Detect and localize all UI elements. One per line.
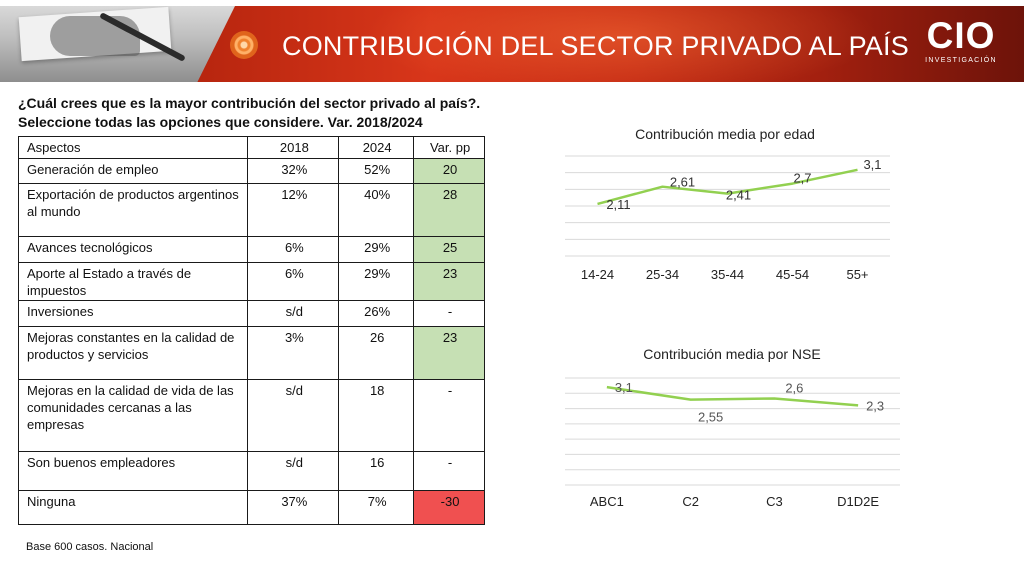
chart-x-ticks: ABC1 C2 C3 D1D2E	[590, 494, 880, 509]
data-label: 2,61	[670, 175, 695, 190]
chart-nse: Contribución media por NSE 3,1 2,55 2,6 2,3…	[565, 346, 900, 509]
value-2018: s/d	[247, 300, 340, 327]
variation-cell: -	[413, 451, 485, 491]
header-banner: CONTRIBUCIÓN DEL SECTOR PRIVADO AL PAÍS …	[0, 6, 1024, 82]
aspect-cell: Inversiones	[17, 300, 249, 327]
photo-hand	[50, 16, 140, 56]
aspect-cell: Exportación de productos argentinos al m…	[17, 183, 249, 237]
chart-title: Contribución media por edad	[635, 126, 815, 142]
chart-title: Contribución media por NSE	[643, 346, 820, 362]
x-tick-label: D1D2E	[837, 494, 879, 509]
question-line-2: Seleccione todas las opciones que consid…	[18, 114, 423, 130]
variation-cell: -30	[413, 490, 485, 525]
table-row: Mejoras en la calidad de vida de las com…	[17, 379, 485, 452]
value-2018: s/d	[247, 379, 340, 452]
chart-grid	[565, 155, 890, 257]
data-label: 3,1	[863, 157, 881, 172]
header-2024: 2024	[338, 136, 415, 159]
swirl-logo-icon	[230, 31, 258, 59]
value-2024: 16	[338, 451, 415, 491]
value-2018: 6%	[247, 262, 340, 301]
table-row: Avances tecnológicos 6% 29% 25	[17, 236, 485, 263]
variation-cell: 23	[413, 326, 485, 380]
value-2018: 3%	[247, 326, 340, 380]
variation-cell: 23	[413, 262, 485, 301]
aspect-cell: Ninguna	[17, 490, 249, 525]
aspect-cell: Mejoras en la calidad de vida de las com…	[17, 379, 249, 452]
banner-glow	[360, 6, 880, 82]
data-label: 2,41	[726, 188, 751, 203]
variation-cell: 25	[413, 236, 485, 263]
aspect-cell: Son buenos empleadores	[17, 451, 249, 491]
data-label: 2,55	[698, 410, 723, 425]
variation-cell: -	[413, 300, 485, 327]
x-tick-label: C2	[682, 494, 699, 509]
x-tick-label: ABC1	[590, 494, 624, 509]
chart-age: Contribución media por edad 2,11 2,61 2,41…	[565, 126, 890, 282]
results-table: Aspectos 2018 2024 Var. pp Generación de…	[17, 136, 485, 525]
footnote: Base 600 casos. Nacional	[26, 541, 154, 553]
value-2024: 29%	[338, 262, 415, 301]
survey-question: ¿Cuál crees que es la mayor contribución…	[18, 94, 538, 132]
table-header-row: Aspectos 2018 2024 Var. pp	[17, 136, 485, 159]
chart-x-ticks: 14-24 25-34 35-44 45-54 55+	[581, 267, 869, 282]
table-row: Ninguna 37% 7% -30	[17, 490, 485, 525]
aspect-cell: Generación de empleo	[17, 158, 249, 184]
value-2018: 37%	[247, 490, 340, 525]
aspect-cell: Aporte al Estado a través de impuestos	[17, 262, 249, 301]
x-tick-label: 45-54	[776, 267, 809, 282]
header-2018: 2018	[247, 136, 340, 159]
x-tick-label: 35-44	[711, 267, 744, 282]
value-2018: 12%	[247, 183, 340, 237]
data-label: 3,1	[615, 380, 633, 395]
x-tick-label: 55+	[846, 267, 868, 282]
value-2018: 6%	[247, 236, 340, 263]
data-label: 2,7	[793, 171, 811, 186]
header-photo	[0, 6, 235, 82]
variation-cell: 28	[413, 183, 485, 237]
value-2024: 29%	[338, 236, 415, 263]
x-tick-label: 14-24	[581, 267, 614, 282]
page-title: CONTRIBUCIÓN DEL SECTOR PRIVADO AL PAÍS	[282, 31, 909, 61]
table-row: Aporte al Estado a través de impuestos 6…	[17, 262, 485, 301]
data-label: 2,6	[785, 380, 803, 395]
x-tick-label: 25-34	[646, 267, 679, 282]
aspect-cell: Avances tecnológicos	[17, 236, 249, 263]
cio-logo: CIO INVESTIGACIÓN	[922, 16, 1000, 76]
data-label: 2,3	[866, 398, 884, 413]
table-row: Generación de empleo 32% 52% 20	[17, 158, 485, 184]
table-row: Mejoras constantes en la calidad de prod…	[17, 326, 485, 380]
variation-cell: 20	[413, 158, 485, 184]
chart-series	[597, 168, 858, 206]
x-tick-label: C3	[766, 494, 783, 509]
data-label: 2,11	[606, 197, 630, 212]
value-2024: 26	[338, 326, 415, 380]
chart-series	[606, 385, 859, 407]
value-2018: s/d	[247, 451, 340, 491]
header-var: Var. pp	[413, 136, 485, 159]
question-line-1: ¿Cuál crees que es la mayor contribución…	[18, 95, 481, 111]
value-2024: 52%	[338, 158, 415, 184]
cio-logo-text: CIO	[926, 15, 996, 56]
table-row: Inversiones s/d 26% -	[17, 300, 485, 327]
series-line	[606, 385, 859, 407]
value-2024: 7%	[338, 490, 415, 525]
table-row: Son buenos empleadores s/d 16 -	[17, 451, 485, 491]
value-2024: 40%	[338, 183, 415, 237]
aspect-cell: Mejoras constantes en la calidad de prod…	[17, 326, 249, 380]
cio-logo-subtext: INVESTIGACIÓN	[925, 57, 997, 64]
chart-grid	[565, 377, 900, 486]
series-line	[597, 168, 858, 206]
value-2024: 26%	[338, 300, 415, 327]
chart-data-labels: 3,1 2,55 2,6 2,3	[615, 380, 884, 425]
value-2024: 18	[338, 379, 415, 452]
table-row: Exportación de productos argentinos al m…	[17, 183, 485, 237]
variation-cell: -	[413, 379, 485, 452]
value-2018: 32%	[247, 158, 340, 184]
header-aspects: Aspectos	[17, 136, 249, 159]
chart-data-labels: 2,11 2,61 2,41 2,7 3,1	[606, 157, 881, 212]
